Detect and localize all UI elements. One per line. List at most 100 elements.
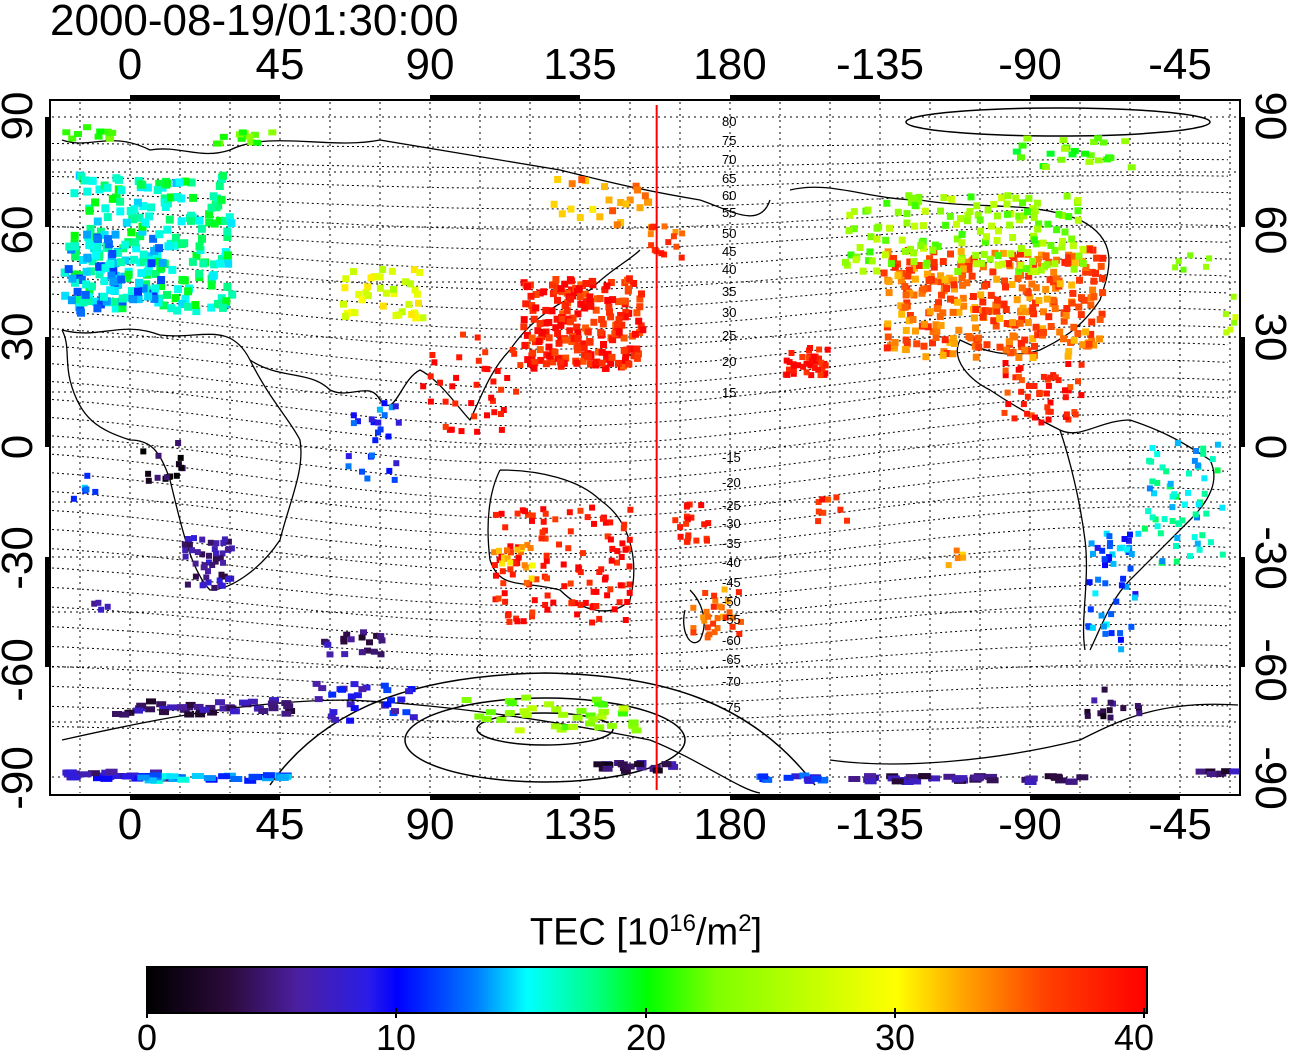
tec-cell <box>983 341 991 349</box>
tec-cell <box>1062 387 1068 394</box>
tec-cell <box>544 575 550 582</box>
tec-cell <box>1042 252 1050 260</box>
tec-cell <box>529 349 537 357</box>
tec-cell <box>62 129 71 136</box>
tec-cell <box>222 297 231 306</box>
tec-cell <box>139 250 148 259</box>
tec-cell <box>881 251 889 259</box>
tec-cell <box>184 711 195 718</box>
tec-cell <box>449 383 456 390</box>
tec-cell <box>636 204 644 212</box>
bottom-lon-tick: 90 <box>405 800 455 849</box>
tec-cell <box>954 268 962 275</box>
tec-cell <box>592 306 600 314</box>
tec-cell <box>784 371 791 378</box>
tec-cell <box>1031 207 1039 215</box>
tec-cell <box>607 536 614 543</box>
mag-lat-contour <box>51 684 1229 707</box>
tec-cell <box>613 221 621 229</box>
tec-cell <box>500 580 507 587</box>
tec-cell <box>474 334 481 341</box>
tec-cell <box>484 366 491 373</box>
tec-cell <box>136 232 145 241</box>
tec-cell <box>1029 257 1036 265</box>
tec-cell <box>484 412 490 419</box>
tec-cell <box>786 366 792 373</box>
tec-cell <box>206 552 212 559</box>
tec-cell <box>891 339 899 346</box>
contour-label: 55 <box>722 205 736 220</box>
tec-cell <box>283 703 294 710</box>
tec-cell <box>815 366 822 373</box>
tec-cell <box>587 360 594 368</box>
tec-cell <box>340 300 347 308</box>
tec-cell <box>993 307 1001 315</box>
tec-cell <box>1113 598 1120 605</box>
tec-cell <box>803 360 810 367</box>
tec-cell <box>552 324 560 332</box>
tec-cell <box>1096 335 1104 343</box>
tec-cell <box>200 564 207 571</box>
coastline <box>487 469 635 612</box>
tec-cell <box>100 292 108 301</box>
tec-cell <box>1146 457 1153 464</box>
tec-cell <box>139 257 148 266</box>
tec-cell <box>369 452 375 459</box>
tec-cell <box>237 135 246 142</box>
tec-cell <box>536 289 544 297</box>
tec-cell <box>1060 335 1067 343</box>
tec-cell <box>880 269 888 277</box>
tec-cell <box>522 508 528 515</box>
mag-lat-contour <box>51 290 1229 330</box>
tec-cell <box>1219 551 1226 558</box>
tec-cell <box>1040 373 1047 380</box>
tec-cell <box>219 133 228 140</box>
tec-cell <box>803 776 814 783</box>
tec-cell <box>113 248 122 257</box>
tec-cell <box>520 323 528 331</box>
tec-cell <box>220 539 227 546</box>
tec-cell <box>1075 378 1081 385</box>
tec-cell <box>1003 210 1011 218</box>
tec-cell <box>103 183 112 192</box>
tec-cell <box>1017 339 1025 347</box>
tec-cell <box>1088 540 1095 547</box>
tec-cell <box>684 516 691 523</box>
tec-cell <box>1069 242 1077 250</box>
tec-cell <box>216 259 225 268</box>
tec-cell <box>635 350 642 358</box>
tec-cell <box>558 316 566 323</box>
tec-cell <box>1015 212 1023 220</box>
tec-cell <box>126 207 135 215</box>
tec-cell <box>385 433 392 440</box>
tec-cell <box>913 340 921 348</box>
tec-cell <box>83 230 92 239</box>
tec-cell <box>100 775 113 782</box>
tec-cell <box>994 252 1002 260</box>
colorbar-tick-mark <box>146 1008 148 1018</box>
tec-cell <box>108 194 117 203</box>
tec-cell <box>596 713 607 720</box>
tec-cell <box>1007 210 1015 218</box>
tec-cell <box>634 186 641 194</box>
tec-cell <box>578 176 586 184</box>
tec-cell <box>250 131 259 138</box>
tec-cell <box>70 278 79 287</box>
tec-cell <box>1200 450 1207 457</box>
tec-cell <box>554 176 562 183</box>
tec-cell <box>609 207 617 215</box>
tec-cell <box>1000 300 1008 308</box>
tec-cell <box>596 295 604 302</box>
tec-cell <box>620 347 628 354</box>
tec-cell <box>448 426 455 433</box>
tec-cell <box>213 299 222 308</box>
tec-cell <box>116 207 125 216</box>
tec-cell <box>1068 281 1076 289</box>
tec-cell <box>526 705 537 712</box>
tec-cell <box>1044 404 1051 411</box>
tec-cell <box>545 343 553 351</box>
tec-cell <box>1051 305 1059 313</box>
tec-cell <box>215 699 225 706</box>
tec-cell <box>171 233 180 242</box>
tec-cell <box>79 298 88 307</box>
